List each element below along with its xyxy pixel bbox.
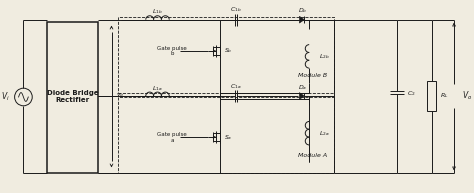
Text: $S_b$: $S_b$ [224, 47, 232, 55]
Text: Diode Bridge
Rectifier: Diode Bridge Rectifier [46, 91, 98, 103]
Text: $L_{1a}$: $L_{1a}$ [152, 84, 163, 93]
Text: $V_o$: $V_o$ [462, 90, 472, 102]
Bar [47, 22, 98, 173]
Text: Gate pulse
a: Gate pulse a [157, 132, 187, 142]
Text: $D_a$: $D_a$ [298, 83, 307, 92]
Polygon shape [300, 16, 304, 23]
Text: $v_g$: $v_g$ [117, 91, 125, 101]
Bar [118, 97, 334, 173]
Text: $C_{1b}$: $C_{1b}$ [230, 5, 242, 14]
Polygon shape [300, 93, 304, 99]
Bar [118, 17, 334, 93]
Text: $C_{1a}$: $C_{1a}$ [230, 82, 242, 91]
Text: $L_{2b}$: $L_{2b}$ [319, 52, 330, 61]
Text: $L_{2a}$: $L_{2a}$ [319, 129, 329, 138]
Text: $V_i$: $V_i$ [1, 91, 10, 103]
Text: $S_a$: $S_a$ [224, 133, 232, 141]
Bar [427, 81, 437, 111]
Text: Module B: Module B [298, 73, 327, 78]
Text: $D_b$: $D_b$ [298, 6, 307, 15]
Text: Module A: Module A [298, 153, 327, 158]
Text: $C_2$: $C_2$ [407, 89, 416, 97]
Text: Gate pulse
b: Gate pulse b [157, 46, 187, 56]
Text: $L_{1b}$: $L_{1b}$ [152, 7, 163, 16]
Text: $R_L$: $R_L$ [440, 91, 449, 101]
